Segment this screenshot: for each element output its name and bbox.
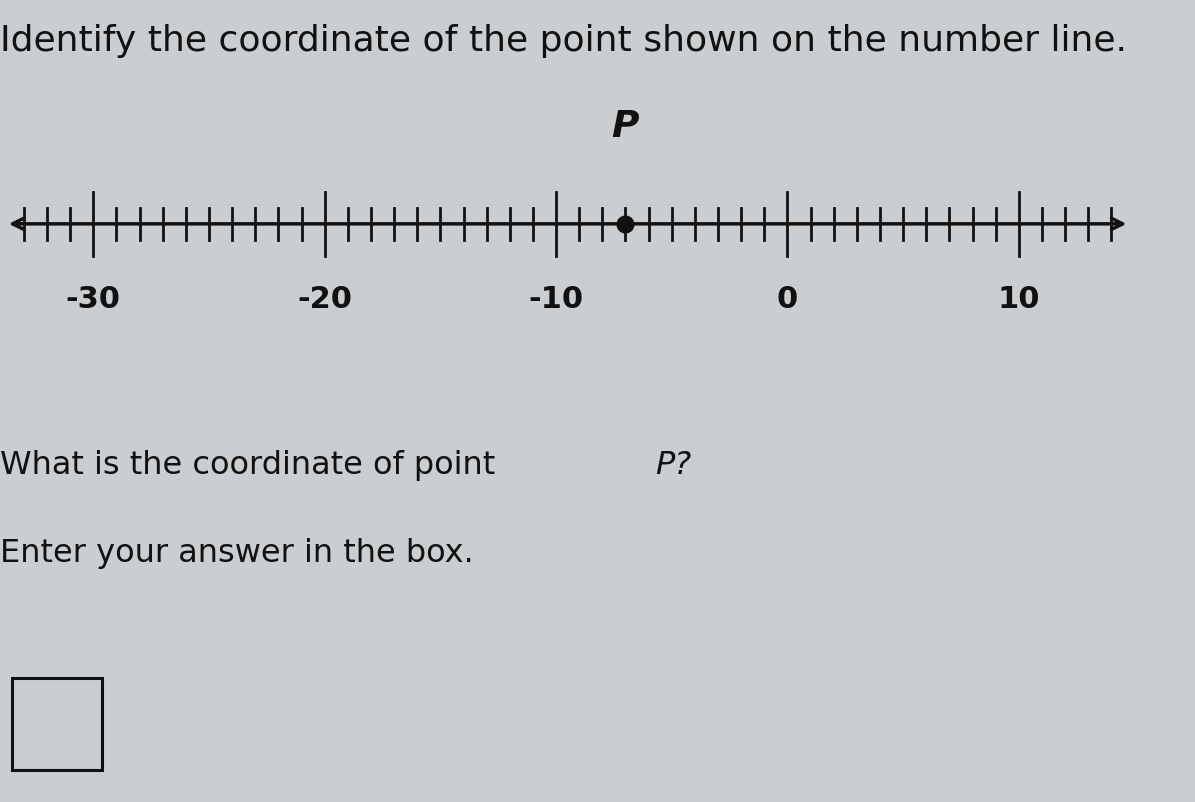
Text: P: P — [612, 108, 639, 144]
Text: -10: -10 — [528, 285, 583, 314]
Text: -20: -20 — [298, 285, 353, 314]
Text: -30: -30 — [66, 285, 121, 314]
Text: 0: 0 — [777, 285, 798, 314]
Text: P?: P? — [655, 449, 691, 480]
FancyBboxPatch shape — [12, 678, 102, 770]
Text: What is the coordinate of point: What is the coordinate of point — [0, 449, 505, 480]
Text: Identify the coordinate of the point shown on the number line.: Identify the coordinate of the point sho… — [0, 24, 1127, 58]
Text: 10: 10 — [998, 285, 1040, 314]
Text: Enter your answer in the box.: Enter your answer in the box. — [0, 537, 473, 569]
